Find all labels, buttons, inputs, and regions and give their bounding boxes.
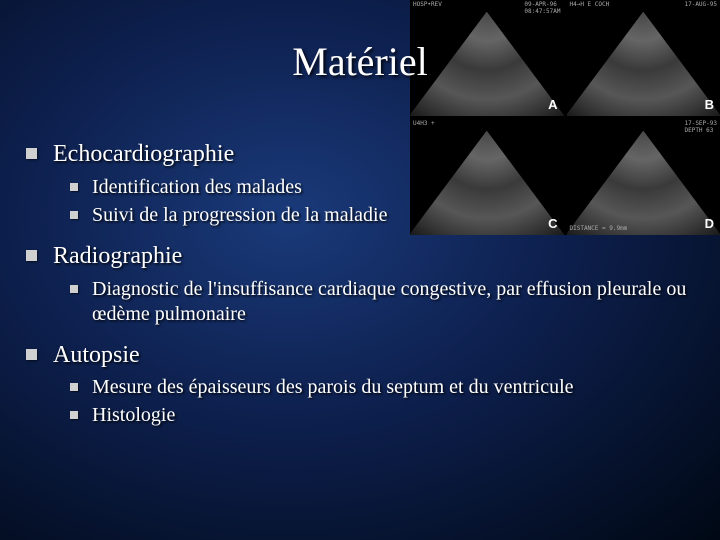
list-item: Suivi de la progression de la maladie (70, 203, 696, 228)
list-item: Diagnostic de l'insuffisance cardiaque c… (70, 277, 696, 327)
section-heading: Echocardiographie (53, 140, 234, 169)
bullet-square-icon (26, 148, 37, 159)
bullet-square-small-icon (70, 411, 78, 419)
bullet-square-small-icon (70, 285, 78, 293)
list-item: Identification des malades (70, 175, 696, 200)
bullet-square-small-icon (70, 183, 78, 191)
section-radiographie: Radiographie Diagnostic de l'insuffisanc… (26, 242, 696, 327)
bullet-square-small-icon (70, 383, 78, 391)
bullet-square-icon (26, 349, 37, 360)
slide-title: Matériel (0, 38, 720, 85)
bullet-square-small-icon (70, 211, 78, 219)
list-item: Histologie (70, 403, 696, 428)
section-heading: Autopsie (53, 341, 140, 370)
panel-label: B (705, 97, 714, 112)
section-heading: Radiographie (53, 242, 182, 271)
bullet-square-icon (26, 250, 37, 261)
section-autopsie: Autopsie Mesure des épaisseurs des paroi… (26, 341, 696, 429)
panel-label: D (705, 216, 714, 231)
section-echocardiographie: Echocardiographie Identification des mal… (26, 140, 696, 228)
list-item: Mesure des épaisseurs des parois du sept… (70, 375, 696, 400)
panel-label: A (548, 97, 557, 112)
slide-content: Echocardiographie Identification des mal… (26, 140, 696, 442)
